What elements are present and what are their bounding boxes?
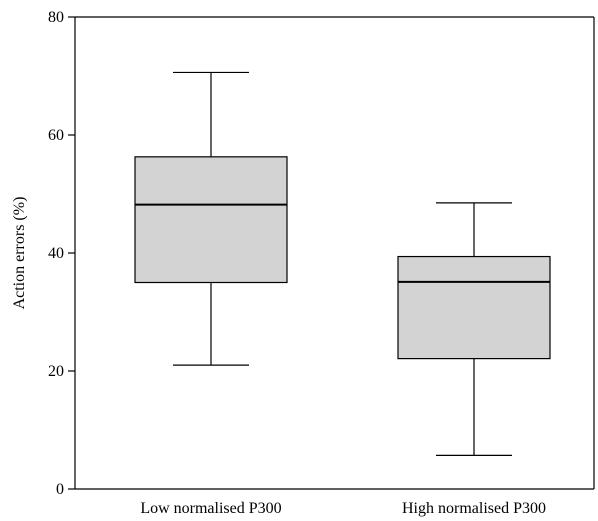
x-category-label: High normalised P300 — [402, 500, 546, 517]
labels-group: 0 20 40 60 80 Action errors (%) Low normalised… — [11, 9, 546, 517]
y-tick-label: 80 — [48, 9, 64, 26]
y-axis-title: Action errors (%) — [11, 197, 28, 310]
boxes-group — [134, 71, 551, 456]
y-tick-label: 0 — [56, 481, 64, 498]
axes — [68, 16, 595, 490]
iqr-box — [134, 156, 288, 284]
iqr-box — [397, 255, 551, 360]
box-low-normalised-p300 — [134, 71, 288, 366]
y-tick-label: 60 — [48, 127, 64, 144]
x-category-label: Low normalised P300 — [140, 500, 281, 517]
y-tick-label: 40 — [48, 245, 64, 262]
box-high-normalised-p300 — [397, 202, 551, 456]
y-tick-label: 20 — [48, 363, 64, 380]
